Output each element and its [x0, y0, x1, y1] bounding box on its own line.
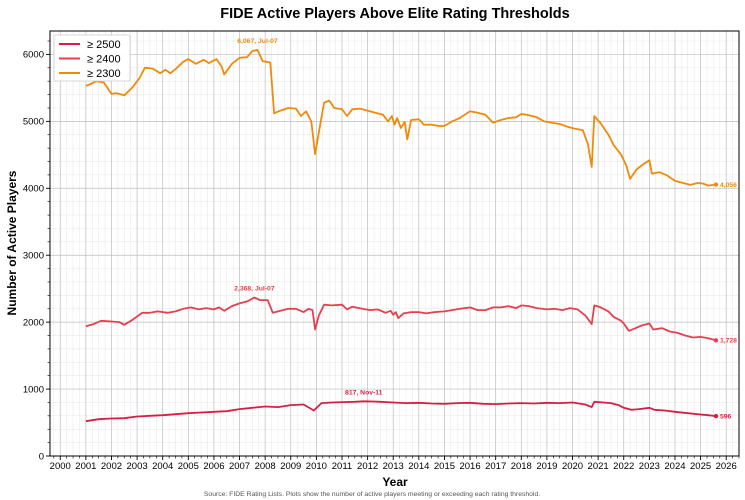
plot-frame	[49, 30, 740, 457]
y-tick-label: 6000	[23, 50, 44, 61]
x-tick-label: 2026	[716, 461, 737, 472]
x-tick-label: 2014	[408, 461, 429, 472]
x-tick-label: 2013	[383, 461, 404, 472]
series-endpoint-2	[713, 182, 719, 187]
peak-label: 817, Nov-11	[345, 389, 383, 396]
y-tick-label: 2000	[23, 317, 44, 328]
x-tick-label: 2019	[536, 461, 557, 472]
x-tick-label: 2012	[357, 461, 378, 472]
x-tick-label: 2018	[511, 461, 532, 472]
legend-box	[53, 34, 131, 82]
x-axis-label: Year	[382, 475, 408, 489]
y-tick-label: 3000	[23, 251, 44, 262]
annotation-layer: 596 817, Nov-11 1,728 2,368, Jul-07 4,056 6,0…	[234, 38, 737, 421]
series-end-label: 1,728	[720, 338, 737, 345]
series-line-0	[85, 400, 717, 423]
series-line-2	[85, 49, 717, 187]
x-tick-label: 2011	[332, 461, 352, 472]
legend: ≥ 2500 ≥ 2400 ≥ 2300	[53, 34, 131, 82]
x-tick-label: 2021	[588, 461, 609, 472]
x-tick-label: 2010	[306, 461, 327, 472]
legend-label: ≥ 2400	[87, 54, 121, 66]
source-note: Source: FIDE Rating Lists. Plots show th…	[204, 491, 540, 498]
series-end-label: 596	[720, 414, 732, 421]
x-tick-label: 2003	[127, 461, 148, 472]
y-tick-label: 4000	[23, 184, 44, 195]
x-tick-label: 2008	[255, 461, 276, 472]
legend-label: ≥ 2300	[87, 68, 121, 80]
x-tick-label: 2004	[152, 461, 173, 472]
y-tick-label: 5000	[23, 117, 44, 128]
x-tick-label: 2015	[434, 461, 455, 472]
series-end-label: 4,056	[720, 182, 737, 189]
y-tick-label: 0	[39, 451, 44, 462]
x-tick-label: 2016	[459, 461, 480, 472]
x-tick-label: 2023	[639, 461, 660, 472]
major-grid	[50, 31, 739, 457]
x-tick-label: 2022	[613, 461, 634, 472]
x-axis: 2000 2001 2002 2003 2004 2005 2006 2007 2008 2009…	[50, 456, 740, 472]
x-tick-label: 2020	[562, 461, 583, 472]
y-axis: 0 1000 2000 3000 4000 5000 6000	[23, 40, 50, 462]
y-axis-label: Number of Active Players	[5, 170, 19, 315]
series-endpoint-1	[713, 338, 719, 343]
series-endpoint-0	[713, 413, 719, 419]
x-tick-label: 2005	[178, 461, 199, 472]
x-tick-label: 2001	[75, 461, 96, 472]
x-tick-label: 2025	[690, 461, 711, 472]
x-tick-label: 2002	[101, 461, 122, 472]
x-tick-label: 2006	[203, 461, 224, 472]
plot-area	[50, 31, 739, 456]
minor-grid	[50, 31, 740, 456]
chart-title: FIDE Active Players Above Elite Rating T…	[220, 6, 569, 22]
series-layer	[85, 49, 719, 423]
peak-label: 6,067, Jul-07	[237, 38, 278, 45]
x-tick-label: 2024	[664, 461, 685, 472]
legend-label: ≥ 2500	[87, 39, 121, 51]
x-tick-label: 2000	[50, 461, 71, 472]
series-line-1	[85, 296, 717, 342]
x-tick-label: 2017	[485, 461, 506, 472]
plot-background	[50, 31, 739, 456]
peak-label: 2,368, Jul-07	[234, 286, 275, 293]
y-tick-label: 1000	[23, 384, 44, 395]
x-tick-label: 2007	[229, 461, 250, 472]
x-tick-label: 2009	[280, 461, 301, 472]
